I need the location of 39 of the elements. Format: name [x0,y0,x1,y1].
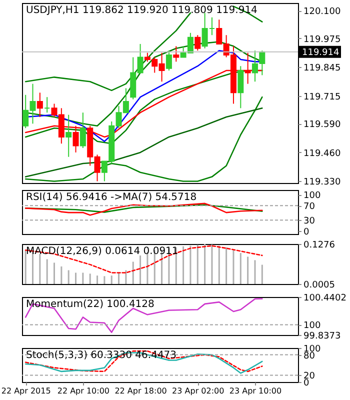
y-tick-label: 0.0005 [304,280,335,290]
x-tick-label: 22 Apr 18:00 [114,386,167,396]
y-tick-label: 100.4402 [304,294,346,304]
y-tick-label: 70 [304,202,316,212]
chart-title: Momentum(22) 100.4128 [26,299,154,310]
y-tick-label: 99.8373 [304,332,341,342]
y-tick-label: 0 [304,228,310,238]
candlestick [166,50,172,72]
y-tick-label: 0.1276 [304,240,336,250]
y-tick-label: 119.590 [304,120,341,130]
y-tick-label: 119.330 [304,178,341,188]
candlestick [66,114,72,158]
x-tick-label: 23 Apr 10:00 [229,386,282,396]
line-series [24,245,263,274]
x-tick-label: 23 Apr 02:00 [172,386,224,396]
y-tick-label: 119.845 [304,64,341,74]
line-series [24,96,263,182]
candlestick [44,96,50,114]
y-tick-label: 0 [304,378,310,388]
y-tick-label: 119.975 [304,34,341,45]
ref-line-label: 119.914 [302,48,340,58]
x-tick-label: 22 Apr 2015 [1,386,51,396]
y-tick-label: 119.715 [304,92,341,102]
candlestick [36,92,43,118]
candlestick [238,66,244,109]
y-tick-label: 80 [304,351,316,362]
y-tick-label: 100 [304,321,321,332]
x-tick-label: 22 Apr 10:00 [57,386,110,396]
y-tick-label: 30 [304,216,316,227]
candlestick [194,34,201,52]
line-series [24,108,263,178]
candlestick [80,112,86,149]
line-series [24,202,263,216]
y-tick-label: 120.100 [304,7,341,18]
y-tick-label: 100 [304,191,321,202]
chart-title: RSI(14) 56.9416 ->MA(7) 54.5718 [26,192,197,203]
y-tick-label: 119.460 [304,148,341,159]
candlestick [173,46,180,62]
line-series [24,298,263,333]
